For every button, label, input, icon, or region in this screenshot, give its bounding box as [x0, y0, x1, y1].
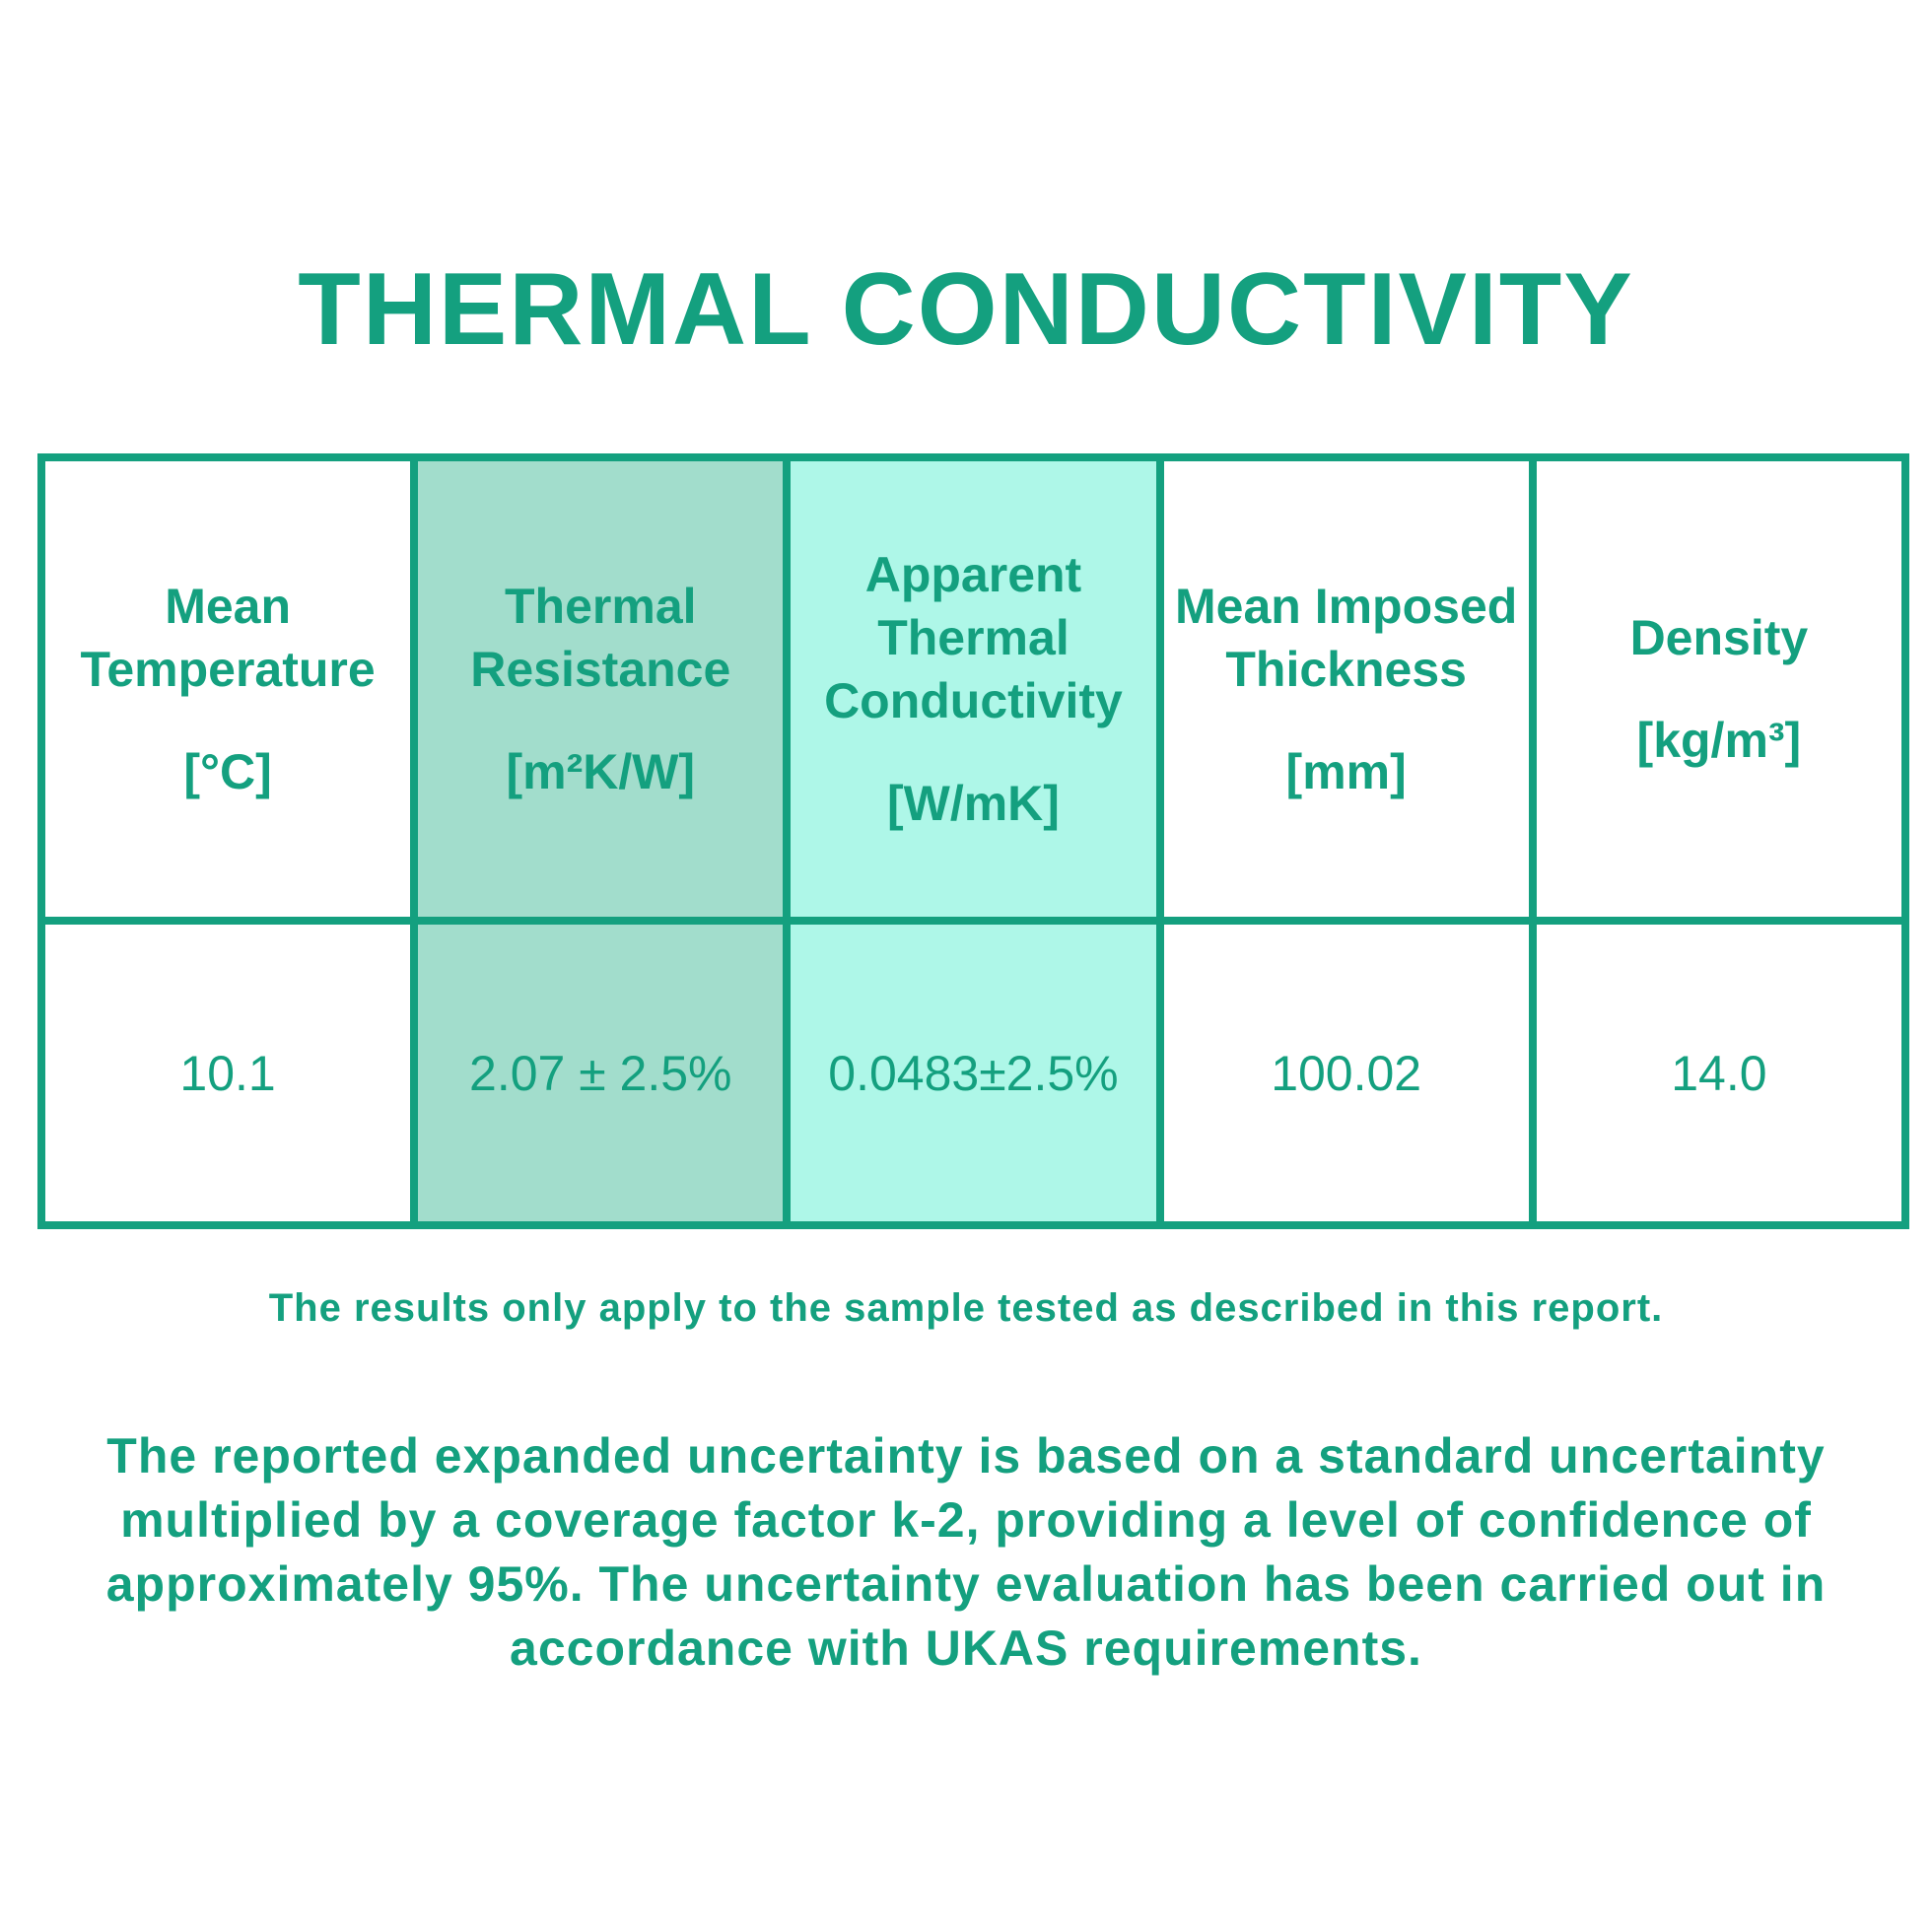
header-cell: Apparent Thermal Conductivity [W/mK]: [783, 453, 1164, 925]
header-cell: Mean Imposed Thickness [mm]: [1155, 453, 1537, 925]
value-row: 10.1 2.07 ± 2.5% 0.0483±2.5% 100.02 14.0: [36, 917, 1910, 1229]
header-name: Thermal Resistance: [470, 579, 731, 697]
value-cell: 14.0: [1528, 917, 1910, 1229]
header-name: Apparent Thermal Conductivity: [824, 547, 1123, 728]
header-cell: Mean Temperature [°C]: [36, 453, 419, 925]
value-cell: 2.07 ± 2.5%: [410, 917, 792, 1229]
header-name: Mean Temperature: [80, 579, 376, 697]
header-unit: [W/mK]: [886, 776, 1060, 831]
value-cell: 0.0483±2.5%: [783, 917, 1164, 1229]
note: The results only apply to the sample tes…: [268, 1286, 1664, 1330]
value-cell: 100.02: [1155, 917, 1537, 1229]
header-name: Mean Imposed Thickness: [1175, 579, 1518, 697]
header-unit: [m²K/W]: [506, 744, 696, 799]
header-cell: Density [kg/m³]: [1528, 453, 1910, 925]
header-name: Density: [1629, 610, 1809, 665]
header-row: Mean Temperature [°C] Thermal Resistance [m…: [36, 453, 1910, 925]
header-unit: [°C]: [183, 744, 272, 799]
title: THERMAL CONDUCTIVITY: [298, 252, 1634, 367]
results-table: Mean Temperature [°C] Thermal Resistance [m…: [36, 453, 1910, 1229]
header-unit: [mm]: [1285, 744, 1407, 799]
header-unit: [kg/m³]: [1636, 713, 1802, 768]
value-cell: 10.1: [36, 917, 419, 1229]
header-cell: Thermal Resistance [m²K/W]: [410, 453, 792, 925]
note: The reported expanded uncertainty is bas…: [105, 1428, 1827, 1676]
